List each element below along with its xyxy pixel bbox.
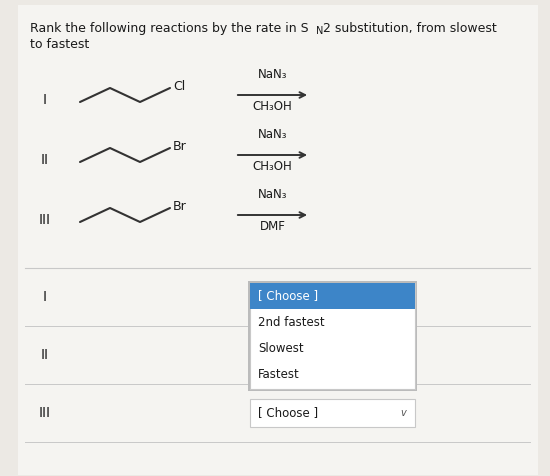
Text: [ Choose ]: [ Choose ] xyxy=(258,407,318,419)
Bar xyxy=(248,281,417,391)
Text: Br: Br xyxy=(173,199,187,212)
Text: Slowest: Slowest xyxy=(258,341,304,355)
Text: 2 substitution, from slowest: 2 substitution, from slowest xyxy=(323,22,497,35)
Text: Rank the following reactions by the rate in S: Rank the following reactions by the rate… xyxy=(30,22,309,35)
Bar xyxy=(250,283,415,311)
Text: Br: Br xyxy=(173,139,187,152)
Text: II: II xyxy=(41,153,49,167)
Text: Fastest: Fastest xyxy=(258,367,300,380)
Text: ↗: ↗ xyxy=(397,291,406,301)
Text: III: III xyxy=(39,213,51,227)
Text: NaN₃: NaN₃ xyxy=(258,188,287,201)
Bar xyxy=(250,399,415,427)
Text: v: v xyxy=(400,408,406,418)
Text: CH₃OH: CH₃OH xyxy=(252,160,293,173)
Text: I: I xyxy=(43,290,47,304)
Text: 2nd fastest: 2nd fastest xyxy=(258,316,324,328)
Text: III: III xyxy=(39,406,51,420)
Text: to fastest: to fastest xyxy=(30,38,89,51)
Text: NaN₃: NaN₃ xyxy=(258,128,287,141)
Text: [ Choose ]: [ Choose ] xyxy=(258,289,318,303)
Text: I: I xyxy=(43,93,47,107)
Bar xyxy=(250,283,415,309)
Text: [ Choose ]: [ Choose ] xyxy=(258,290,318,304)
Text: Cl: Cl xyxy=(173,79,185,92)
Text: DMF: DMF xyxy=(260,220,285,233)
Text: II: II xyxy=(41,348,49,362)
Text: CH₃OH: CH₃OH xyxy=(252,100,293,113)
Bar xyxy=(250,283,415,389)
Text: N: N xyxy=(316,26,323,36)
Text: NaN₃: NaN₃ xyxy=(258,68,287,81)
